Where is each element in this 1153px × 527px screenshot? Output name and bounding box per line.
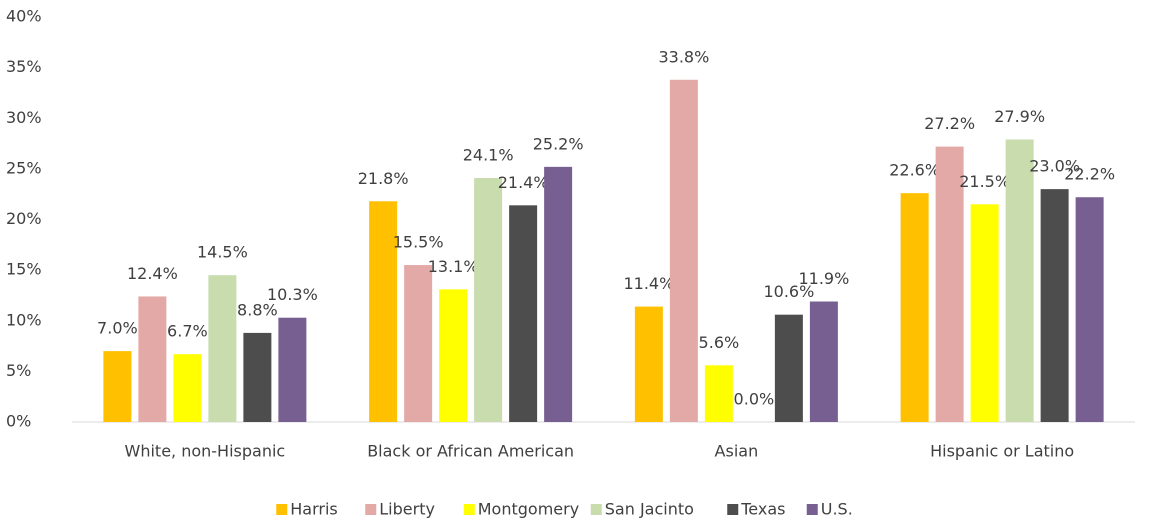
bar <box>173 354 202 422</box>
legend-label: U.S. <box>821 500 853 519</box>
data-label: 11.9% <box>798 269 849 288</box>
bar <box>103 351 132 422</box>
x-tick-label: Asian <box>715 442 759 461</box>
legend-swatch <box>276 504 288 515</box>
legend-swatch <box>365 504 377 515</box>
legend-label: Harris <box>290 500 338 519</box>
data-label: 27.2% <box>924 114 975 133</box>
legend-swatch <box>806 504 818 515</box>
y-tick-label: 40% <box>6 7 42 26</box>
bar <box>208 275 237 422</box>
data-label: 15.5% <box>393 233 444 252</box>
bar <box>809 301 838 422</box>
bar <box>1005 139 1034 422</box>
bar <box>1040 189 1069 422</box>
y-tick-label: 5% <box>6 361 31 380</box>
bar <box>509 205 538 422</box>
bar <box>669 79 698 423</box>
data-label: 22.6% <box>889 161 940 180</box>
data-label: 24.1% <box>463 145 514 164</box>
data-label: 33.8% <box>658 47 709 66</box>
data-label: 27.9% <box>994 107 1045 126</box>
bar <box>970 204 999 422</box>
data-label: 12.4% <box>127 264 178 283</box>
data-label: 5.6% <box>699 333 740 352</box>
data-label: 7.0% <box>97 319 138 338</box>
y-tick-label: 30% <box>6 108 42 127</box>
bar <box>1075 197 1104 422</box>
data-label: 21.4% <box>498 173 549 192</box>
legend-swatch <box>727 504 739 515</box>
y-tick-label: 25% <box>6 158 42 177</box>
bar <box>704 365 733 422</box>
data-label: 10.6% <box>763 282 814 301</box>
x-tick-label: White, non-Hispanic <box>125 442 286 461</box>
bar <box>544 166 573 422</box>
bar <box>900 193 929 422</box>
y-tick-label: 20% <box>6 209 42 228</box>
data-label: 21.5% <box>959 172 1010 191</box>
data-label: 13.1% <box>428 257 479 276</box>
y-tick-label: 0% <box>6 412 31 431</box>
data-label: 11.4% <box>623 274 674 293</box>
legend-label: San Jacinto <box>605 500 694 519</box>
legend-label: Texas <box>740 500 785 519</box>
bar <box>474 177 503 422</box>
data-label: 14.5% <box>197 243 248 262</box>
bar <box>138 296 167 422</box>
data-label: 8.8% <box>237 300 278 319</box>
bar <box>774 314 803 422</box>
data-label: 10.3% <box>267 285 318 304</box>
data-label: 21.8% <box>358 169 409 188</box>
bar <box>243 332 272 422</box>
bar <box>404 265 433 422</box>
y-tick-label: 15% <box>6 260 42 279</box>
legend-label: Liberty <box>379 500 435 519</box>
data-label: 6.7% <box>167 322 208 341</box>
y-tick-label: 35% <box>6 57 42 76</box>
data-label: 25.2% <box>533 134 584 153</box>
bar <box>634 306 663 422</box>
data-label: 22.2% <box>1064 165 1115 184</box>
legend-swatch <box>590 504 602 515</box>
y-tick-label: 10% <box>6 310 42 329</box>
legend-label: Montgomery <box>478 500 579 519</box>
legend-swatch <box>463 504 475 515</box>
data-label: 23.0% <box>1029 157 1080 176</box>
bar <box>439 289 468 422</box>
bar <box>935 146 964 422</box>
bar <box>278 317 307 422</box>
data-label: 0.0% <box>734 390 775 409</box>
x-tick-label: Hispanic or Latino <box>930 442 1074 461</box>
x-tick-label: Black or African American <box>367 442 574 461</box>
bar <box>369 201 398 422</box>
